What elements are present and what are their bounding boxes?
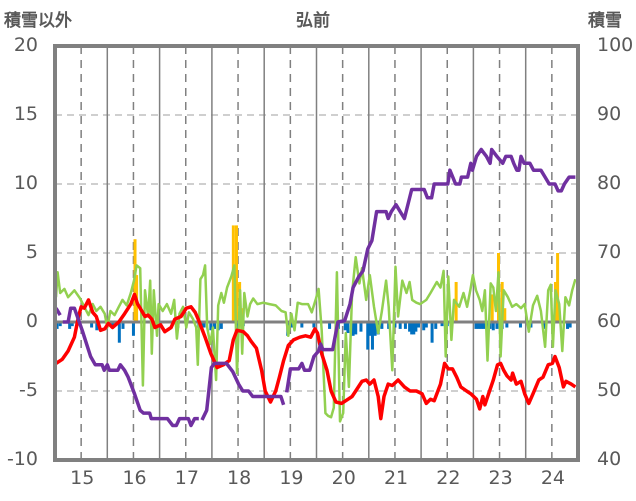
blue-bar	[422, 322, 426, 331]
y-left-tick-label: 5	[25, 241, 38, 263]
red-series-line	[55, 292, 577, 421]
y-right-tick-label: 50	[597, 379, 622, 401]
blue-bar	[495, 322, 499, 329]
y-left-tick-label: 15	[13, 103, 38, 125]
blue-bar	[477, 322, 481, 329]
blue-bar	[202, 322, 206, 328]
y-left-tick-label: -5	[19, 379, 38, 401]
blue-bar	[430, 322, 434, 343]
x-tick-label: 19	[279, 467, 304, 489]
blue-bar	[412, 322, 416, 335]
blue-bar	[300, 322, 304, 328]
blue-bar	[346, 322, 350, 334]
y-left-tick-label: 0	[25, 310, 38, 332]
blue-bar	[403, 322, 407, 329]
x-tick-label: 15	[70, 467, 95, 489]
blue-bar	[370, 322, 374, 350]
blue-bar	[351, 322, 355, 336]
blue-bar	[424, 322, 428, 328]
blue-bar	[543, 322, 547, 329]
y-right-tick-label: 70	[597, 241, 622, 263]
plot-frame	[53, 44, 580, 462]
blue-bar	[491, 322, 495, 331]
y-left-tick-label: 20	[13, 34, 38, 56]
orange-bar	[556, 253, 560, 322]
blue-bar	[373, 322, 377, 336]
green-series-line	[54, 255, 577, 423]
blue-bar	[566, 322, 570, 329]
blue-bar	[111, 322, 115, 328]
blue-bar	[70, 322, 74, 327]
x-tick-label: 24	[540, 467, 566, 489]
blue-bar	[408, 322, 412, 332]
blue-bar	[434, 322, 438, 329]
blue-bar	[474, 322, 478, 329]
purple-series-line	[54, 147, 576, 428]
blue-bar	[505, 322, 509, 328]
x-tick-label: 16	[122, 467, 147, 489]
chart-title: 弘前	[296, 11, 330, 31]
blue-bar	[398, 322, 402, 329]
blue-bar	[416, 322, 420, 328]
orange-bar	[490, 294, 494, 322]
y-right-tick-label: 90	[597, 103, 622, 125]
blue-bar	[343, 322, 347, 331]
x-tick-label: 20	[331, 467, 356, 489]
blue-bar	[121, 322, 125, 329]
orange-bar	[503, 308, 507, 322]
blue-bar	[354, 322, 358, 335]
blue-bar	[209, 322, 213, 331]
x-tick-label: 22	[436, 467, 461, 489]
blue-bar	[440, 322, 444, 327]
left-axis-title: 積雪以外	[4, 11, 72, 31]
blue-bar	[482, 322, 486, 329]
right-axis-title: 積雪	[588, 11, 622, 31]
blue-bar	[414, 322, 418, 332]
x-tick-label: 21	[383, 467, 409, 489]
blue-bar	[328, 322, 332, 329]
blue-bar	[289, 322, 293, 328]
blue-bar	[518, 322, 522, 328]
blue-bar	[380, 322, 384, 329]
y-left-tick-label: -10	[6, 448, 38, 470]
blue-bar	[410, 322, 414, 335]
blue-bar	[366, 322, 370, 350]
x-tick-label: 18	[227, 467, 252, 489]
x-tick-label: 23	[488, 467, 513, 489]
blue-bar	[68, 322, 72, 329]
blue-bar	[479, 322, 483, 329]
blue-bar	[90, 322, 94, 328]
blue-bar	[131, 322, 135, 336]
blue-bar	[568, 322, 572, 328]
y-right-tick-label: 40	[597, 448, 622, 470]
blue-bar	[58, 322, 62, 327]
y-left-tick-label: 10	[13, 172, 38, 194]
x-tick-label: 17	[174, 467, 199, 489]
blue-bar	[95, 322, 99, 331]
blue-bar	[55, 322, 59, 329]
blue-bar	[219, 322, 223, 329]
blue-bar	[117, 322, 121, 343]
blue-bar	[368, 322, 372, 336]
y-right-tick-label: 80	[597, 172, 622, 194]
blue-bar	[359, 322, 363, 332]
y-right-tick-label: 60	[597, 310, 622, 332]
blue-bar	[213, 322, 217, 329]
orange-bar	[234, 225, 238, 322]
blue-bar	[312, 322, 316, 328]
y-right-tick-label: 100	[597, 34, 634, 56]
